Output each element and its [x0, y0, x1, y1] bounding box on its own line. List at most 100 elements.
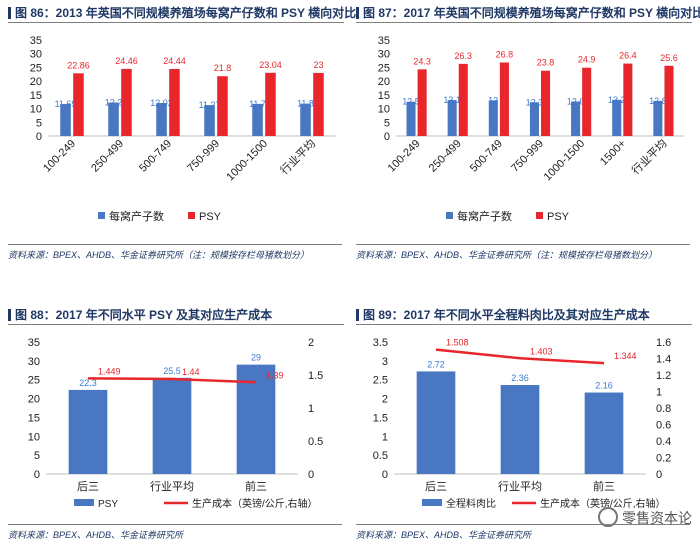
bar-litter [204, 105, 215, 136]
bar-litter [60, 103, 71, 136]
data-label: 2.72 [427, 359, 445, 369]
y-tick-label: 35 [378, 35, 390, 47]
bar-psy [417, 69, 427, 136]
data-label: 11.27 [199, 100, 221, 110]
y2-tick-label: 1.2 [656, 370, 671, 382]
y-tick-label: 20 [30, 76, 42, 88]
y-tick-label: 20 [28, 394, 40, 406]
data-label: 26.3 [455, 51, 473, 61]
y-tick-label: 1.5 [373, 412, 388, 424]
data-label: 23 [313, 60, 323, 70]
legend-label: PSY [199, 211, 222, 223]
y-tick-label: 15 [30, 90, 42, 102]
legend-label: PSY [547, 211, 570, 223]
x-tick-label: 250-499 [89, 138, 126, 175]
x-tick-label: 行业平均 [150, 480, 194, 493]
data-label: 11.8 [297, 99, 314, 109]
bar-litter [300, 103, 311, 136]
bar [68, 389, 108, 474]
y-tick-label: 1 [382, 431, 388, 443]
bar-psy [73, 73, 84, 136]
source-note: 资料来源：BPEX、AHDB、华金证券研究所（注：规模按存栏母猪数划分） [8, 244, 342, 261]
data-label: 13 [488, 95, 498, 105]
y-tick-label: 2 [382, 394, 388, 406]
x-tick-label: 500-749 [468, 138, 505, 175]
line-data-label: 1.508 [446, 338, 469, 348]
y2-tick-label: 1.4 [656, 354, 671, 366]
bar-litter [447, 100, 457, 136]
bar-psy [623, 63, 633, 136]
data-label: 29 [251, 353, 261, 363]
y2-tick-label: 1 [656, 387, 662, 399]
figure-89: 图 89：2017 年不同水平全程料肉比及其对应生产成本 0 0.5 1 1.5 2 2.… [356, 306, 692, 540]
watermark: 零售资本论 [598, 507, 692, 528]
legend-swatch [188, 212, 195, 219]
y-tick-label: 15 [28, 412, 40, 424]
y-tick-label: 0 [36, 131, 42, 143]
legend-label: 每窝产子数 [109, 209, 164, 223]
y-tick-label: 30 [28, 356, 40, 368]
data-label: 12.2 [105, 98, 123, 108]
bar-psy [121, 68, 132, 136]
cost-line [435, 348, 605, 365]
bar-litter [252, 103, 263, 136]
data-label: 24.9 [578, 55, 596, 65]
bar-psy [217, 76, 228, 136]
x-tick-label: 1000-1500 [542, 138, 588, 184]
y-tick-label: 5 [384, 117, 390, 129]
data-label: 12.8 [649, 96, 667, 106]
legend-swatch [74, 499, 94, 506]
bar-psy [541, 70, 551, 136]
y-tick-label: 20 [378, 76, 390, 88]
bar-psy [664, 65, 674, 136]
y-tick-label: 10 [28, 431, 40, 443]
data-label: 24.46 [115, 56, 138, 66]
legend-label: PSY [98, 499, 118, 510]
legend-label: 全程料肉比 [446, 497, 496, 510]
legend-label: 生产成本（英镑/公斤,右轴） [192, 497, 318, 510]
bar-psy [458, 63, 468, 137]
x-tick-label: 后三 [77, 480, 99, 493]
source-note: 资料来源：BPEX、AHDB、华金证券研究所 [356, 524, 690, 541]
source-note: 资料来源：BPEX、AHDB、华金证券研究所 [8, 524, 342, 541]
bar-litter [488, 100, 498, 136]
data-label: 23.04 [259, 60, 282, 70]
y2-tick-label: 1.6 [656, 337, 671, 349]
x-tick-label: 行业平均 [629, 137, 669, 177]
line-data-label: 1.449 [98, 366, 121, 376]
x-tick-label: 250-499 [427, 138, 464, 175]
data-label: 23.8 [537, 58, 555, 68]
figure-title: 图 86：2013 年英国不同规模养殖场每窝产仔数和 PSY 横向对比 [8, 4, 356, 23]
bar-litter [156, 103, 167, 136]
y-tick-label: 15 [378, 90, 390, 102]
y-tick-label: 2.5 [373, 375, 388, 387]
data-label: 25.5 [163, 366, 181, 376]
bar-litter [529, 102, 539, 136]
line-data-label: 1.403 [530, 346, 553, 356]
y-tick-label: 30 [378, 49, 390, 61]
y-tick-label: 0 [384, 131, 390, 143]
y2-tick-label: 0.2 [656, 453, 671, 465]
bar-psy [313, 72, 324, 136]
data-label: 22.86 [67, 60, 90, 70]
x-tick-label: 行业平均 [498, 480, 542, 493]
bar-litter [571, 101, 581, 136]
data-label: 13.2 [608, 95, 626, 105]
legend-swatch [422, 499, 442, 506]
data-label: 2.36 [511, 373, 529, 383]
line-data-label: 1.344 [614, 351, 637, 361]
y-tick-label: 25 [30, 62, 42, 74]
x-tick-label: 500-749 [137, 138, 174, 175]
data-label: 25.6 [660, 53, 678, 63]
legend-swatch [98, 212, 105, 219]
y-tick-label: 10 [378, 104, 390, 116]
chart-89: 0 0.5 1 1.5 2 2.5 3 3.5 0 0.2 0.4 0.6 0.8 1 1.2 1.4 1.6 后… [373, 337, 672, 510]
x-tick-label: 前三 [245, 479, 267, 493]
y-tick-label: 25 [378, 62, 390, 74]
bar-litter [612, 99, 622, 136]
data-label: 2.16 [595, 381, 613, 391]
x-tick-label: 后三 [425, 480, 447, 493]
y2-tick-label: 1.5 [308, 370, 323, 382]
data-label: 12.5 [402, 97, 420, 107]
y2-tick-label: 0.8 [656, 403, 671, 415]
